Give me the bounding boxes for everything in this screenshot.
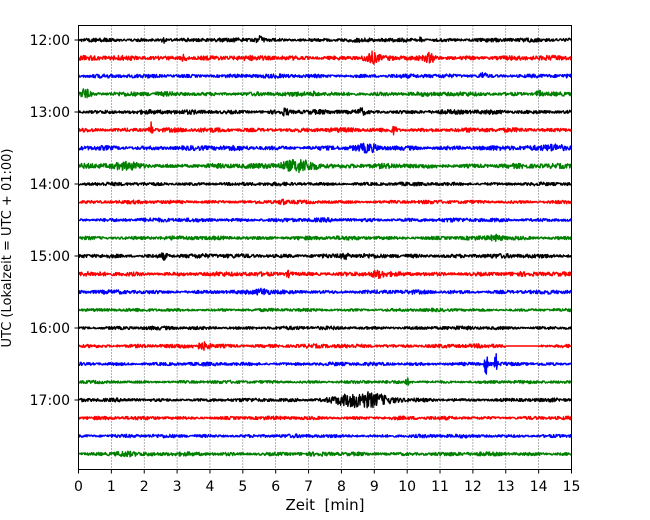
x-axis-ticks: 0 1 2 3 4 5 6 7 8 9 10 11 12 13 14 15 xyxy=(74,469,581,495)
vertical-grid xyxy=(111,25,539,470)
seismic-trace xyxy=(78,325,572,331)
x-tick-label: 10 xyxy=(398,479,416,495)
x-tick-label: 6 xyxy=(271,479,280,495)
seismic-trace xyxy=(78,50,573,65)
x-tick-label: 15 xyxy=(563,479,581,495)
x-tick-label: 12 xyxy=(464,479,482,495)
seismic-trace xyxy=(77,307,572,313)
x-tick-label: 4 xyxy=(206,479,215,495)
seismic-trace xyxy=(78,377,573,386)
x-tick-label: 2 xyxy=(140,479,149,495)
x-axis-title: Zeit [min] xyxy=(285,496,364,514)
seismic-trace xyxy=(77,341,572,351)
y-tick-label: 12:00 xyxy=(30,33,70,49)
x-tick-label: 1 xyxy=(107,479,116,495)
x-tick-label: 0 xyxy=(74,479,83,495)
seismic-trace xyxy=(77,121,573,136)
seismic-trace xyxy=(77,88,573,99)
seismic-trace xyxy=(77,198,573,206)
y-axis-title: UTC (Lokalzeit = UTC + 01:00) xyxy=(0,149,15,348)
seismic-trace xyxy=(77,35,573,44)
x-tick-label: 8 xyxy=(337,479,346,495)
seismic-trace xyxy=(78,415,573,421)
x-tick-label: 11 xyxy=(431,479,449,495)
seismic-trace xyxy=(78,233,572,243)
y-axis-ticks: 12:00 13:00 14:00 15:00 16:00 17:00 xyxy=(30,33,79,409)
seismic-trace xyxy=(77,217,573,223)
seismic-trace xyxy=(77,287,573,296)
y-tick-label: 14:00 xyxy=(30,177,70,193)
seismic-trace xyxy=(77,142,573,154)
plot-area xyxy=(78,25,572,470)
y-tick-label: 16:00 xyxy=(30,321,70,337)
seismic-trace xyxy=(77,158,573,174)
y-tick-label: 15:00 xyxy=(30,249,70,265)
seismic-trace xyxy=(77,269,572,279)
seismic-trace xyxy=(78,391,573,409)
x-tick-label: 14 xyxy=(530,479,548,495)
x-tick-label: 3 xyxy=(173,479,182,495)
seismic-trace xyxy=(77,71,573,79)
x-tick-label: 5 xyxy=(238,479,247,495)
x-tick-label: 7 xyxy=(304,479,313,495)
seismic-trace xyxy=(77,252,573,261)
seismic-trace xyxy=(77,352,573,375)
plot-frame xyxy=(78,25,572,470)
seismic-trace xyxy=(78,181,573,187)
x-tick-label: 13 xyxy=(497,479,515,495)
x-tick-label: 9 xyxy=(370,479,379,495)
seismic-trace xyxy=(78,450,573,458)
y-tick-label: 17:00 xyxy=(30,393,70,409)
y-tick-label: 13:00 xyxy=(30,105,70,121)
seismic-trace xyxy=(77,433,573,439)
seismic-traces xyxy=(77,35,573,458)
seismic-trace xyxy=(77,107,573,117)
